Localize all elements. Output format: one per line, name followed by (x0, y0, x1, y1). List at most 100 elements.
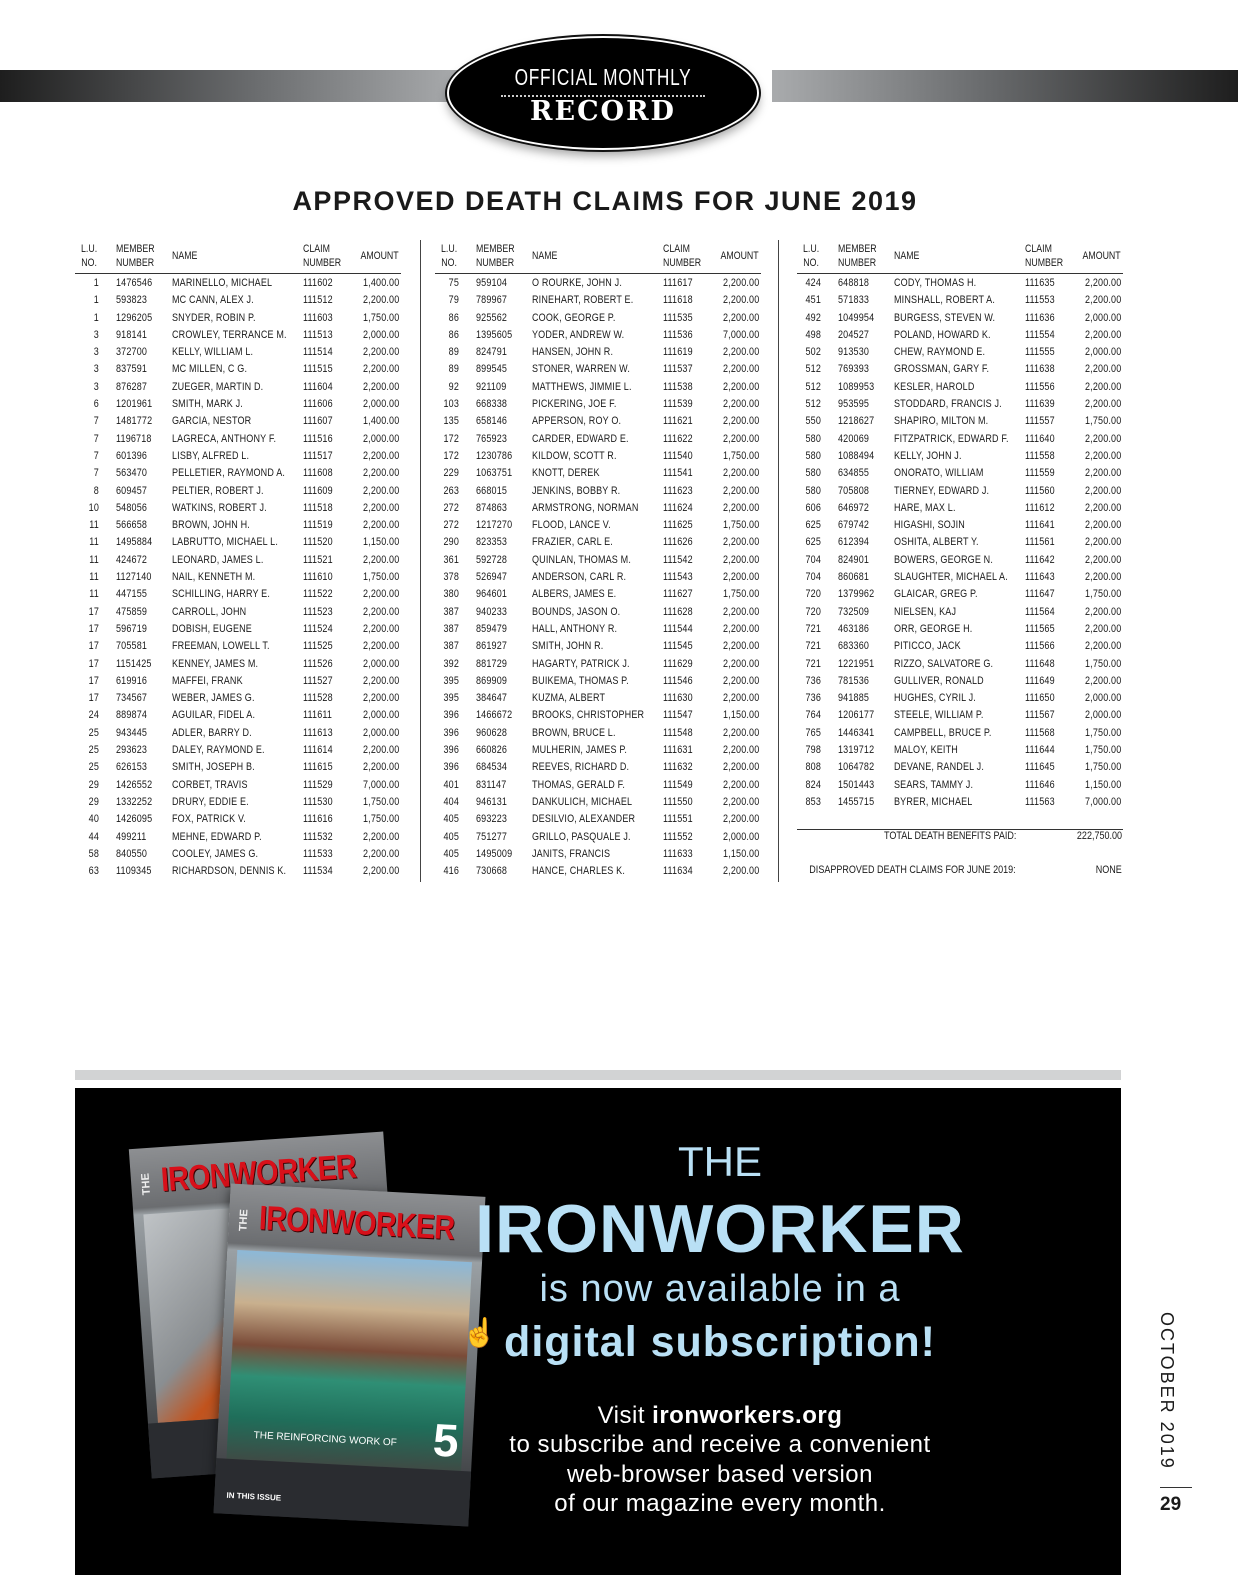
cell-amount: 2,200.00 (362, 501, 399, 514)
table-row: 416 730668 HANCE, CHARLES K. 111634 2,200.00 (435, 863, 761, 880)
cell-amount: 2,200.00 (1084, 432, 1121, 445)
cell-amount: 7,000.00 (722, 328, 759, 341)
cell-claim: 111542 (663, 553, 693, 566)
cell-lu: 11 (89, 536, 99, 549)
header-band-right (772, 70, 1238, 102)
cell-name: GARCIA, NESTOR (172, 415, 252, 428)
cell-name: THOMAS, GERALD F. (532, 778, 626, 791)
cell-lu: 704 (805, 553, 821, 566)
cell-lu: 396 (443, 761, 459, 774)
cell-lu: 416 (443, 865, 459, 878)
cell-member: 953595 (838, 398, 870, 411)
cell-amount: 1,750.00 (362, 795, 399, 808)
cell-amount: 2,200.00 (722, 622, 759, 635)
cell-amount: 2,200.00 (722, 311, 759, 324)
cell-claim: 111516 (303, 432, 333, 445)
cell-lu: 625 (805, 519, 821, 532)
cell-member: 693223 (476, 813, 508, 826)
cell-member: 384647 (476, 692, 508, 705)
cell-name: AGUILAR, FIDEL A. (172, 709, 256, 722)
cell-member: 593823 (116, 294, 148, 307)
cell-name: FITZPATRICK, EDWARD F. (894, 432, 1009, 445)
cell-name: KESLER, HAROLD (894, 380, 975, 393)
cell-member: 646972 (838, 501, 870, 514)
cell-amount: 2,200.00 (362, 449, 399, 462)
cell-lu: 396 (443, 709, 459, 722)
cell-amount: 2,200.00 (362, 692, 399, 705)
cell-claim: 111602 (303, 277, 333, 289)
cell-claim: 111523 (303, 605, 333, 618)
cell-lu: 395 (443, 692, 459, 705)
cell-member: 876287 (116, 380, 148, 393)
cell-member: 960628 (476, 726, 508, 739)
table-row: 3 372700 KELLY, WILLIAM L. 111514 2,200.00 (75, 344, 401, 361)
cell-claim: 111609 (303, 484, 333, 497)
cell-amount: 2,200.00 (722, 657, 759, 670)
table-header: L.U. NO. MEMBER NUMBER NAME CLAIM NUMBER AMOUNT (797, 240, 1123, 274)
cell-member: 899545 (476, 363, 508, 376)
table-row: 7 563470 PELLETIER, RAYMOND A. 111608 2,200.… (75, 465, 401, 482)
cell-amount: 2,200.00 (722, 484, 759, 497)
cell-claim: 111627 (663, 588, 693, 601)
cell-amount: 1,750.00 (1084, 588, 1121, 601)
cell-claim: 111549 (663, 778, 693, 791)
cell-lu: 29 (88, 795, 99, 808)
cell-claim: 111612 (1025, 501, 1055, 514)
cell-amount: 1,150.00 (362, 536, 399, 549)
cell-claim: 111604 (303, 380, 333, 393)
table-row: 396 1466672 BROOKS, CHRISTOPHER 111547 1,150… (435, 707, 761, 724)
table-row: 550 1218627 SHAPIRO, MILTON M. 111557 1,750.… (797, 413, 1123, 430)
cell-name: MARINELLO, MICHAEL (172, 277, 273, 289)
cell-lu: 392 (443, 657, 459, 670)
cell-name: BOWERS, GEORGE N. (894, 553, 994, 566)
cell-member: 1201961 (116, 398, 153, 411)
cell-member: 601396 (116, 449, 148, 462)
cell-amount: 2,200.00 (1084, 277, 1121, 289)
table-row: 606 646972 HARE, MAX L. 111612 2,200.00 (797, 500, 1123, 517)
ad-brand: IRONWORKER (475, 1191, 965, 1267)
cell-name: ARMSTRONG, NORMAN (532, 501, 639, 514)
cell-claim: 111519 (303, 519, 333, 532)
cell-lu: 3 (93, 363, 99, 376)
cell-name: SHAPIRO, MILTON M. (894, 415, 989, 428)
cover-the: THE (237, 1208, 251, 1232)
cell-name: SMITH, JOSEPH B. (172, 761, 255, 774)
cell-lu: 63 (88, 865, 99, 878)
cell-lu: 17 (88, 692, 99, 705)
cell-claim: 111534 (303, 865, 333, 878)
cell-lu: 853 (805, 795, 821, 808)
table-row: 63 1109345 RICHARDSON, DENNIS K. 111534 2,20… (75, 863, 401, 880)
table-row: 625 612394 OSHITA, ALBERT Y. 111561 2,200.00 (797, 534, 1123, 551)
cell-member: 1501443 (838, 778, 875, 791)
table-row: 764 1206177 STEELE, WILLIAM P. 111567 2,000.… (797, 707, 1123, 724)
cell-member: 823353 (476, 536, 508, 549)
column-header-claim: CLAIM NUMBER (303, 243, 342, 269)
cell-name: MAFFEI, FRANK (172, 674, 243, 687)
cell-member: 679742 (838, 519, 870, 532)
table-row: 11 424672 LEONARD, JAMES L. 111521 2,200.00 (75, 552, 401, 569)
cell-lu: 380 (443, 588, 459, 601)
cell-member: 1379962 (838, 588, 875, 601)
cell-name: PELLETIER, RAYMOND A. (172, 467, 286, 480)
cell-member: 684534 (476, 761, 508, 774)
cell-claim: 111533 (303, 847, 333, 860)
cell-name: JENKINS, BOBBY R. (532, 484, 621, 497)
cell-amount: 2,200.00 (722, 553, 759, 566)
cell-lu: 263 (443, 484, 459, 497)
cell-lu: 387 (443, 640, 459, 653)
cell-lu: 404 (443, 795, 459, 808)
cell-amount: 2,200.00 (722, 432, 759, 445)
ad-visit-link[interactable]: ironworkers.org (652, 1402, 843, 1429)
cell-name: OSHITA, ALBERT Y. (894, 536, 979, 549)
cell-lu: 3 (93, 380, 99, 393)
ad-body2: web-browser based version (567, 1461, 873, 1488)
cell-claim: 111629 (663, 657, 693, 670)
cell-member: 619916 (116, 674, 148, 687)
cell-lu: 1 (93, 294, 99, 307)
table-row: 86 925562 COOK, GEORGE P. 111535 2,200.00 (435, 310, 761, 327)
cell-amount: 2,200.00 (722, 605, 759, 618)
cell-name: RINEHART, ROBERT E. (532, 294, 634, 307)
cell-lu: 3 (93, 346, 99, 359)
cell-amount: 2,200.00 (362, 519, 399, 532)
seal-divider (501, 95, 705, 97)
